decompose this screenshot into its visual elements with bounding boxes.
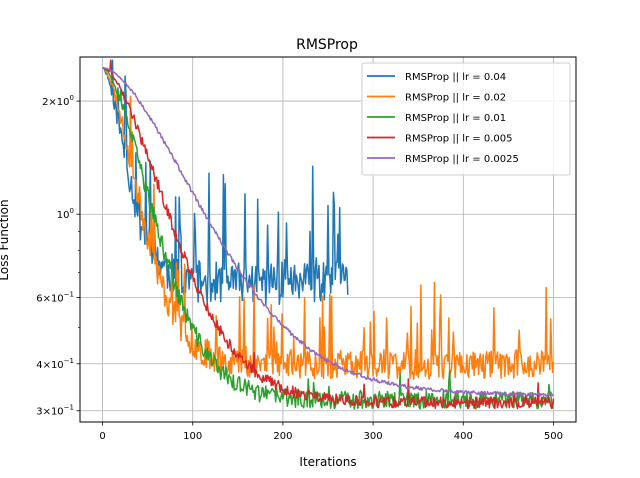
series-line — [102, 59, 555, 410]
legend-box — [361, 62, 571, 176]
x-tick-label: 400 — [454, 431, 473, 442]
x-axis-ticks: 0 100 200 300 400 500 — [99, 422, 563, 442]
legend-label: RMSProp || lr = 0.02 — [405, 93, 506, 104]
legend-label: RMSProp || lr = 0.005 — [405, 134, 513, 145]
x-tick-label: 100 — [183, 431, 202, 442]
legend-label: RMSProp || lr = 0.01 — [405, 113, 506, 124]
y-tick-label: 6×10−1 — [36, 291, 74, 305]
y-tick-label: 100 — [57, 207, 74, 221]
y-tick-label: 4×10−1 — [36, 357, 74, 371]
series-line — [102, 67, 554, 397]
x-tick-label: 500 — [544, 431, 563, 442]
x-tick-label: 0 — [99, 431, 105, 442]
y-axis-ticks: 2×100 100 6×10−1 4×10−1 3×10−1 — [36, 94, 80, 418]
plot-lines — [102, 59, 555, 410]
y-axis-label: Loss Function — [0, 199, 11, 280]
y-tick-label: 2×100 — [42, 94, 74, 108]
x-tick-label: 200 — [273, 431, 292, 442]
x-axis-label: Iterations — [299, 455, 356, 469]
legend-label: RMSProp || lr = 0.0025 — [405, 154, 519, 165]
chart-title: RMSProp — [296, 37, 358, 53]
legend: RMSProp || lr = 0.04 RMSProp || lr = 0.02… — [361, 62, 571, 176]
plot-frame — [79, 56, 577, 423]
y-tick-label: 3×10−1 — [36, 404, 74, 418]
legend-label: RMSProp || lr = 0.04 — [405, 72, 506, 83]
x-tick-label: 300 — [364, 431, 383, 442]
